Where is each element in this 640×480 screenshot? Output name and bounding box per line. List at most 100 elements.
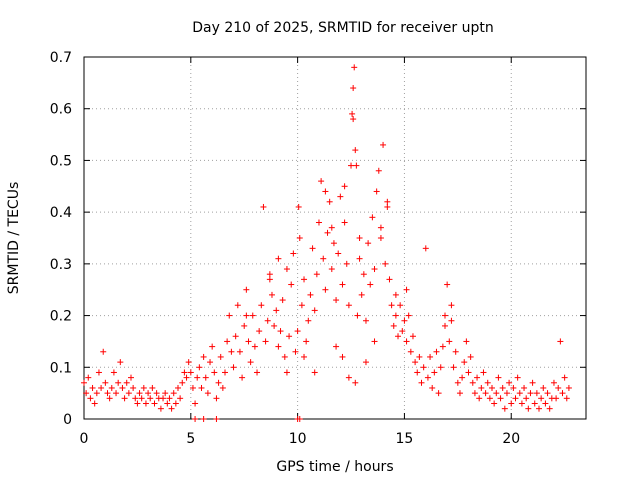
data-point bbox=[565, 384, 572, 391]
data-point bbox=[352, 147, 359, 154]
x-axis-label: GPS time / hours bbox=[276, 459, 393, 475]
data-point bbox=[371, 266, 378, 273]
data-point bbox=[113, 390, 120, 397]
data-point bbox=[110, 369, 117, 376]
data-point bbox=[211, 369, 218, 376]
data-point bbox=[115, 379, 122, 386]
data-point bbox=[290, 250, 297, 257]
data-point bbox=[172, 400, 179, 407]
data-point bbox=[194, 374, 201, 381]
data-point bbox=[170, 390, 177, 397]
data-point bbox=[183, 374, 190, 381]
data-point bbox=[461, 359, 468, 366]
data-point bbox=[185, 359, 192, 366]
data-point bbox=[369, 214, 376, 221]
data-point bbox=[192, 400, 199, 407]
data-point bbox=[424, 374, 431, 381]
data-point bbox=[95, 369, 102, 376]
data-point bbox=[296, 235, 303, 241]
data-point bbox=[420, 364, 427, 371]
data-point bbox=[546, 405, 553, 412]
data-point bbox=[313, 271, 320, 278]
y-tick-label: 0.3 bbox=[50, 257, 72, 273]
data-point bbox=[322, 286, 329, 293]
data-point bbox=[399, 328, 406, 335]
data-point bbox=[192, 416, 199, 422]
data-point bbox=[499, 384, 506, 391]
data-point bbox=[362, 317, 369, 324]
x-tick-label: 15 bbox=[396, 431, 414, 447]
data-point bbox=[273, 307, 280, 314]
data-point bbox=[200, 353, 207, 360]
y-tick-label: 0.7 bbox=[50, 50, 72, 66]
data-point bbox=[521, 384, 528, 391]
data-point bbox=[486, 395, 493, 402]
data-point bbox=[429, 384, 436, 391]
data-point bbox=[127, 374, 134, 381]
data-point bbox=[377, 235, 384, 241]
data-point bbox=[125, 390, 132, 397]
data-point bbox=[439, 343, 446, 350]
data-point bbox=[523, 395, 530, 402]
y-axis-label: SRMTID / TECUs bbox=[6, 182, 22, 295]
data-point bbox=[162, 390, 169, 397]
data-point bbox=[459, 374, 466, 381]
x-tick-label: 10 bbox=[289, 431, 307, 447]
data-point bbox=[418, 379, 425, 386]
data-point bbox=[339, 353, 346, 360]
data-point bbox=[196, 364, 203, 371]
data-point bbox=[380, 141, 387, 148]
data-point bbox=[106, 395, 113, 402]
data-point bbox=[221, 369, 228, 376]
data-point bbox=[204, 390, 211, 397]
data-point bbox=[151, 400, 158, 407]
data-point bbox=[179, 379, 186, 386]
data-point bbox=[232, 333, 239, 340]
data-point bbox=[456, 390, 463, 397]
data-point bbox=[345, 374, 352, 381]
data-point bbox=[536, 405, 543, 412]
data-point bbox=[117, 359, 124, 366]
y-tick-label: 0 bbox=[63, 412, 72, 428]
data-point bbox=[230, 364, 237, 371]
data-point bbox=[333, 343, 340, 350]
data-point bbox=[239, 374, 246, 381]
data-point bbox=[328, 224, 335, 231]
data-point bbox=[450, 364, 457, 371]
data-point bbox=[354, 312, 361, 319]
data-point bbox=[202, 374, 209, 381]
x-tick-label: 20 bbox=[502, 431, 520, 447]
data-point bbox=[384, 198, 391, 205]
y-tick-label: 0.5 bbox=[50, 153, 72, 169]
data-point bbox=[506, 379, 513, 386]
data-point bbox=[373, 188, 380, 195]
data-point bbox=[301, 276, 308, 283]
chart-title: Day 210 of 2025, SRMTID for receiver upt… bbox=[192, 20, 494, 36]
data-point bbox=[467, 353, 474, 360]
data-point bbox=[309, 245, 316, 252]
data-point bbox=[365, 240, 372, 247]
grid-lines bbox=[84, 57, 586, 419]
data-point bbox=[166, 395, 173, 402]
data-point bbox=[412, 359, 419, 366]
data-point bbox=[207, 359, 214, 366]
data-point bbox=[401, 317, 408, 324]
data-point bbox=[333, 297, 340, 304]
data-point bbox=[98, 384, 105, 391]
data-point bbox=[437, 364, 444, 371]
data-point bbox=[448, 302, 455, 309]
data-point bbox=[140, 384, 147, 391]
data-point bbox=[484, 379, 491, 386]
data-point bbox=[147, 395, 154, 402]
data-point bbox=[260, 203, 267, 210]
data-point bbox=[228, 348, 235, 355]
data-point bbox=[561, 374, 568, 381]
data-point bbox=[181, 369, 188, 376]
data-point bbox=[512, 395, 519, 402]
data-point bbox=[409, 333, 416, 340]
data-point bbox=[279, 297, 286, 304]
data-point bbox=[224, 338, 231, 345]
data-point bbox=[89, 384, 96, 391]
data-point bbox=[392, 291, 399, 298]
